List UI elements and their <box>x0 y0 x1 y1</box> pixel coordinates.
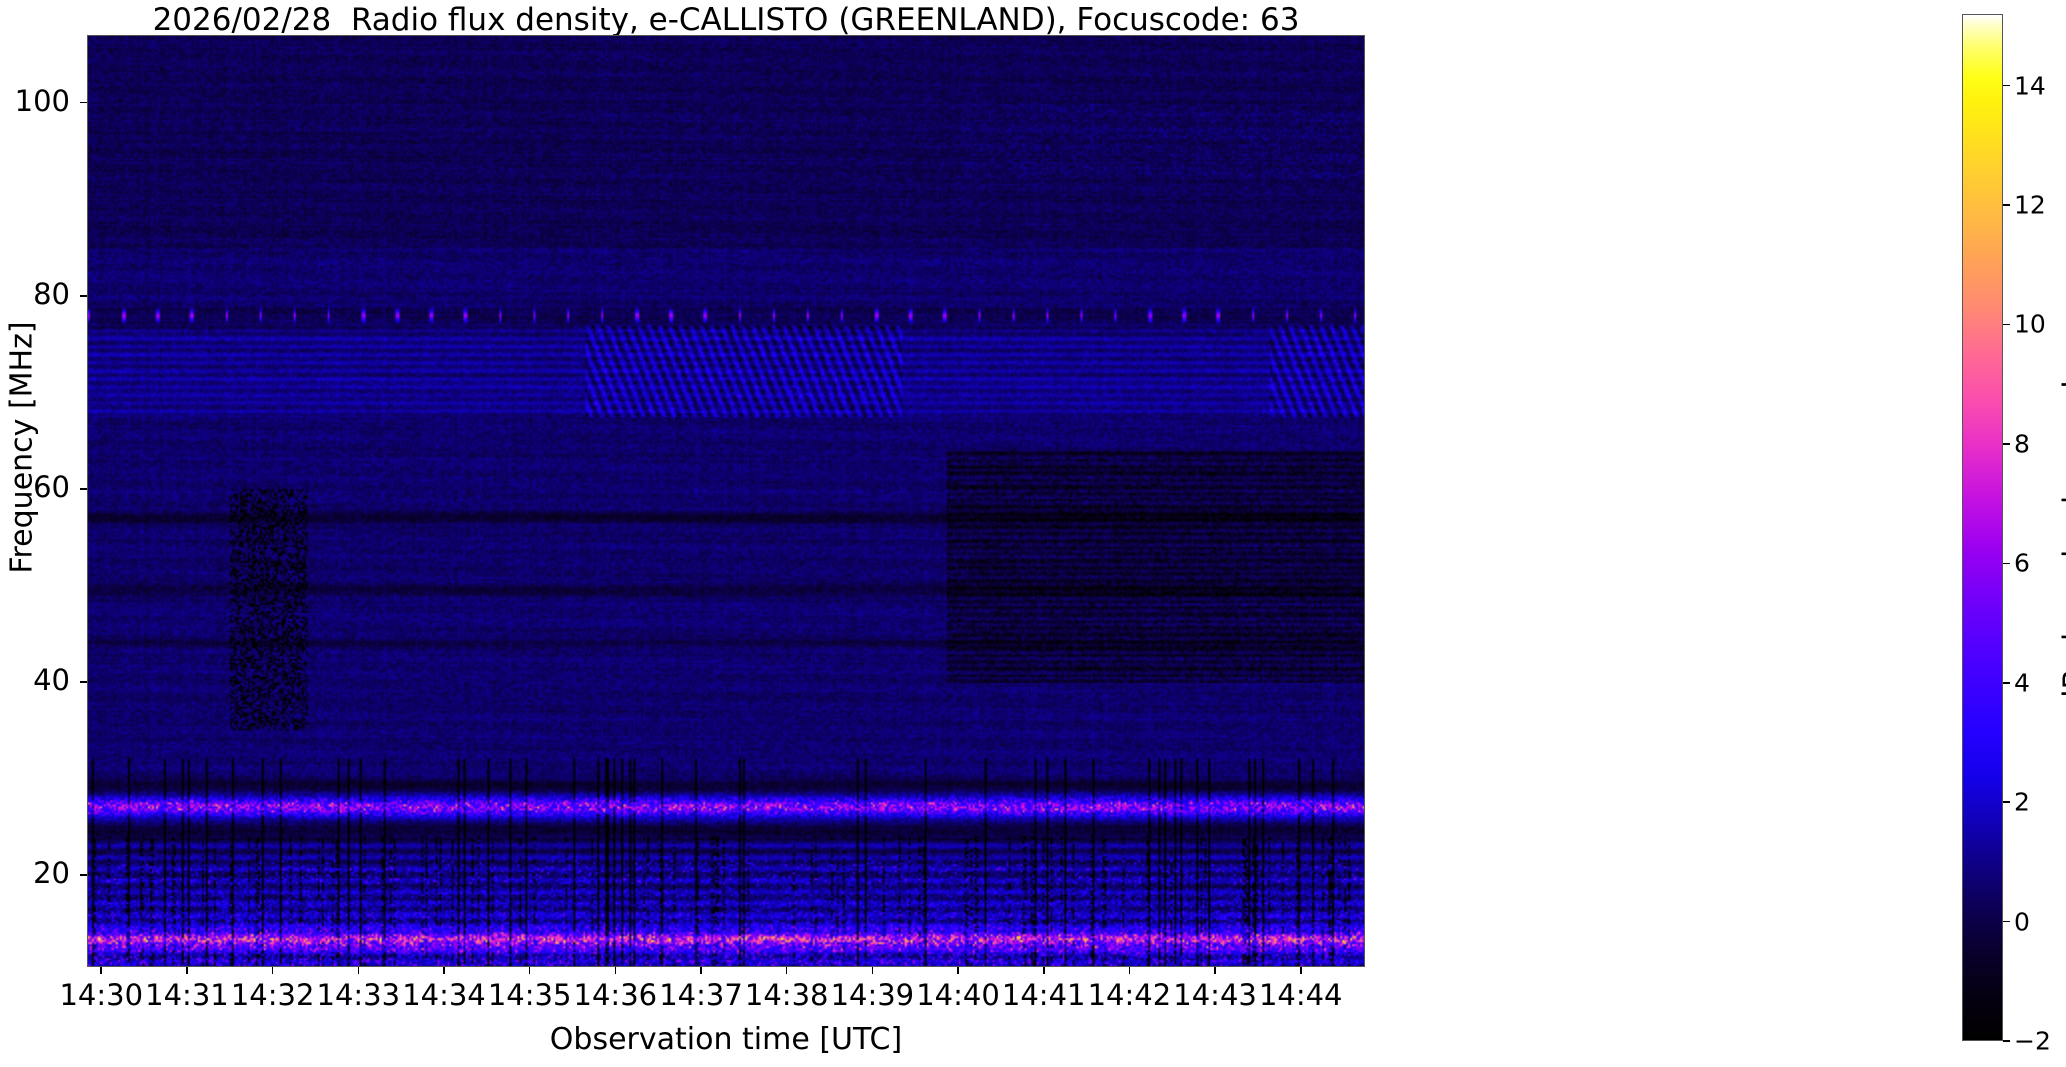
y-tick-label: 80 <box>33 276 70 311</box>
x-tick-label: 14:40 <box>916 978 1000 1012</box>
colorbar-tick-label: 14 <box>2014 71 2046 101</box>
colorbar-tick-mark <box>2003 920 2010 923</box>
colorbar: −2 0 2 4 6 8 10 12 14 <box>1962 14 2051 1056</box>
x-tick-label: 14:39 <box>830 978 915 1012</box>
x-tick-label: 14:30 <box>59 978 144 1012</box>
colorbar-tick-mark <box>2003 1040 2010 1042</box>
x-tick-mark <box>271 967 274 974</box>
y-tick-mark <box>80 294 87 297</box>
colorbar-tick-mark <box>2003 681 2010 684</box>
x-tick-mark <box>1128 967 1131 974</box>
y-tick-mark <box>80 101 87 104</box>
colorbar-gradient <box>1962 14 2003 1041</box>
x-tick-mark <box>700 967 702 974</box>
colorbar-tick-label: 6 <box>2014 548 2030 578</box>
colorbar-tick-mark <box>2003 204 2010 206</box>
x-tick-label: 14:37 <box>659 978 743 1012</box>
x-tick-mark <box>871 967 874 974</box>
colorbar-tick-mark <box>2003 443 2010 445</box>
x-tick-mark <box>528 967 531 974</box>
x-tick-label: 14:35 <box>487 978 572 1012</box>
y-tick-label: 100 <box>14 83 70 118</box>
colorbar-tick-mark <box>2003 323 2010 326</box>
x-tick-label: 14:38 <box>744 978 829 1012</box>
y-tick-mark <box>80 681 87 683</box>
x-tick-label: 14:32 <box>230 978 315 1012</box>
x-tick-label: 14:43 <box>1173 978 1257 1012</box>
x-tick-mark <box>100 967 103 974</box>
x-tick-label: 14:34 <box>402 978 486 1012</box>
y-tick-label: 40 <box>33 663 70 698</box>
spectrogram-image <box>88 36 1364 966</box>
x-tick-label: 14:44 <box>1258 978 1343 1012</box>
page-title: 2026/02/28 Radio flux density, e-CALLIST… <box>152 2 1300 38</box>
colorbar-tick-mark <box>2003 562 2010 565</box>
x-tick-label: 14:31 <box>145 978 229 1012</box>
y-tick-label: 60 <box>33 469 70 504</box>
colorbar-tick-label: 0 <box>2014 907 2030 937</box>
x-tick-mark <box>186 967 188 974</box>
x-tick-mark <box>1299 967 1302 974</box>
x-tick-label: 14:41 <box>1001 978 1086 1012</box>
x-tick-label: 14:36 <box>573 978 658 1012</box>
y-tick-mark <box>80 874 87 877</box>
colorbar-tick-label: 10 <box>2014 309 2046 339</box>
colorbar-tick-mark <box>2003 84 2010 87</box>
y-tick-label: 20 <box>33 856 70 891</box>
x-tick-mark <box>443 967 445 974</box>
x-tick-mark <box>957 967 959 974</box>
x-tick-mark <box>1214 967 1216 974</box>
x-tick-mark <box>785 967 788 974</box>
x-tick-label: 14:33 <box>316 978 401 1012</box>
colorbar-tick-label: 2 <box>2014 787 2030 817</box>
colorbar-tick-label: −2 <box>2014 1026 2051 1056</box>
x-axis-label: Observation time [UTC] <box>549 1022 903 1057</box>
colorbar-tick-mark <box>2003 801 2010 803</box>
y-tick-mark <box>80 488 87 490</box>
colorbar-tick-label: 8 <box>2014 429 2030 459</box>
spectrogram-plot-area <box>87 35 1365 967</box>
colorbar-tick-label: 12 <box>2014 190 2046 220</box>
x-tick-mark <box>357 967 360 974</box>
colorbar-label: dB above background <box>2057 380 2066 709</box>
x-tick-label: 14:42 <box>1087 978 1172 1012</box>
x-tick-mark <box>1042 967 1045 974</box>
colorbar-tick-label: 4 <box>2014 668 2030 698</box>
x-tick-mark <box>614 967 617 974</box>
